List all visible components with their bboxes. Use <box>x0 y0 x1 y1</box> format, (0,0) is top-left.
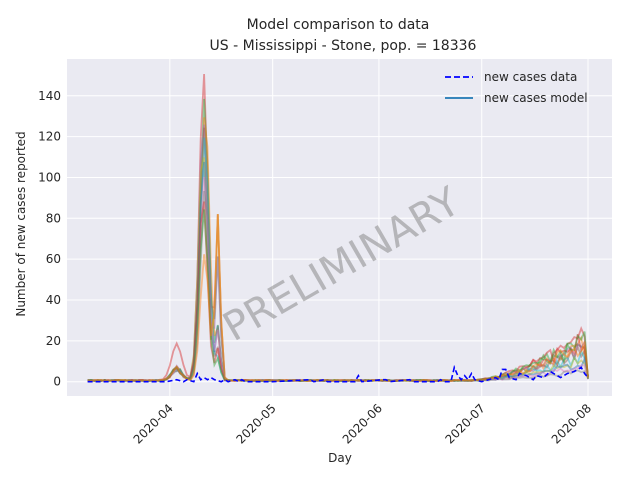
model-series-line <box>87 157 589 383</box>
legend-data-label: new cases data <box>484 70 577 84</box>
y-tick-label: 40 <box>46 293 61 307</box>
plot-area <box>67 59 612 396</box>
x-tick-label: 2020-08 <box>549 401 594 446</box>
model-series-line <box>87 201 589 383</box>
chart-subtitle: US - Mississippi - Stone, pop. = 18336 <box>210 38 477 54</box>
model-series-line <box>87 117 589 383</box>
model-series-line <box>87 98 589 383</box>
y-tick-labels: 0 20 40 60 80 100 120 140 <box>38 89 61 389</box>
model-series-line <box>87 73 589 383</box>
model-series-line <box>87 161 589 383</box>
model-series-line <box>87 214 589 383</box>
y-tick-label: 120 <box>38 130 61 144</box>
x-tick-label: 2020-06 <box>340 401 385 446</box>
x-axis-label: Day <box>328 451 352 465</box>
model-series-line <box>87 190 589 383</box>
x-tick-label: 2020-07 <box>443 401 488 446</box>
model-series-group <box>87 73 589 383</box>
data-series-line <box>87 364 589 383</box>
y-tick-label: 60 <box>46 252 61 266</box>
legend-model-label: new cases model <box>484 91 588 105</box>
legend: new cases data new cases model <box>445 70 588 105</box>
model-series-line <box>87 124 589 383</box>
model-series-line <box>87 127 589 383</box>
y-tick-label: 100 <box>38 170 61 184</box>
grid-lines <box>67 59 612 396</box>
x-tick-label: 2020-04 <box>131 401 176 446</box>
data-series-group <box>87 364 589 383</box>
chart-title: Model comparison to data <box>247 17 430 33</box>
x-tick-label: 2020-05 <box>233 401 278 446</box>
model-series-line <box>87 137 589 383</box>
y-tick-label: 20 <box>46 334 61 348</box>
y-tick-label: 80 <box>46 211 61 225</box>
y-axis-label: Number of new cases reported <box>14 131 28 316</box>
y-tick-label: 140 <box>38 89 61 103</box>
y-tick-label: 0 <box>53 375 61 389</box>
x-tick-labels: 2020-04 2020-05 2020-06 2020-07 2020-08 <box>131 401 595 446</box>
model-series-line <box>87 209 589 383</box>
